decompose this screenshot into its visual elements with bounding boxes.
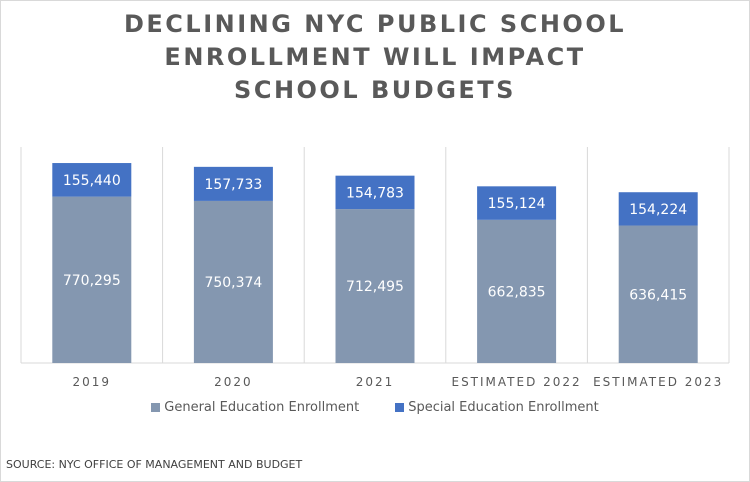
bar-general <box>52 196 132 363</box>
bar-general <box>335 209 415 363</box>
source-note: SOURCE: NYC OFFICE OF MANAGEMENT AND BUD… <box>6 458 303 471</box>
bar-special <box>477 186 557 220</box>
x-tick-label: 2020 <box>214 375 253 389</box>
bar-special <box>193 166 273 201</box>
legend-label: General Education Enrollment <box>164 400 360 415</box>
legend-item-general: General Education Enrollment <box>151 400 359 415</box>
legend-swatch <box>151 403 161 412</box>
x-tick-label: 2019 <box>73 375 112 389</box>
bar-general <box>193 200 273 363</box>
data-label: 662,835 <box>488 284 546 300</box>
data-label: 154,224 <box>629 202 687 218</box>
title-line: DECLINING NYC PUBLIC SCHOOL <box>123 10 627 38</box>
data-label: 157,733 <box>204 177 262 193</box>
bar-special <box>335 175 415 210</box>
data-label: 155,440 <box>63 173 121 189</box>
data-label: 770,295 <box>63 273 121 289</box>
data-label: 712,495 <box>346 279 404 295</box>
title-line: SCHOOL BUDGETS <box>234 76 516 104</box>
data-label: 636,415 <box>629 287 687 303</box>
bar-general <box>618 225 698 363</box>
title-line: ENROLLMENT WILL IMPACT <box>164 43 586 71</box>
x-tick-label: 2021 <box>356 375 395 389</box>
legend-item-special: Special Education Enrollment <box>395 400 599 415</box>
data-label: 750,374 <box>204 275 262 291</box>
legend-swatch <box>395 403 405 412</box>
legend-label: Special Education Enrollment <box>408 400 599 415</box>
bar-special <box>618 192 698 226</box>
chart-title: DECLINING NYC PUBLIC SCHOOL ENROLLMENT W… <box>0 8 750 107</box>
bar-special <box>52 163 132 197</box>
data-label: 155,124 <box>488 196 546 212</box>
x-tick-label: ESTIMATED 2022 <box>451 375 581 389</box>
x-tick-label: ESTIMATED 2023 <box>593 375 723 389</box>
legend: General Education Enrollment Special Edu… <box>0 400 750 415</box>
bar-general <box>477 219 557 363</box>
data-label: 154,783 <box>346 185 404 201</box>
